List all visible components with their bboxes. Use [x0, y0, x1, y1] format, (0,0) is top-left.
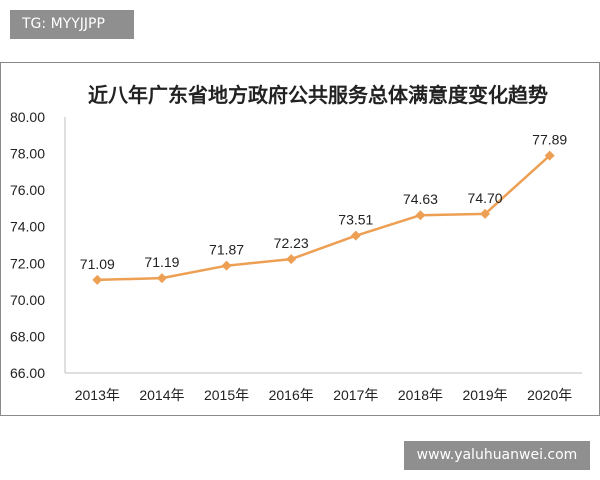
x-tick-label: 2014年 [139, 387, 184, 403]
y-tick-label: 78.00 [10, 146, 45, 162]
data-label: 71.19 [144, 254, 179, 270]
chart-title: 近八年广东省地方政府公共服务总体满意度变化趋势 [88, 83, 548, 107]
data-point-marker [350, 230, 361, 241]
y-tick-label: 66.00 [10, 365, 45, 381]
data-point-marker [92, 274, 103, 285]
data-point-marker [544, 150, 555, 161]
data-label: 73.51 [338, 212, 373, 228]
data-point-marker [480, 208, 491, 219]
x-tick-label: 2016年 [269, 387, 314, 403]
x-tick-label: 2019年 [462, 387, 507, 403]
axes [64, 117, 582, 374]
y-tick-label: 74.00 [10, 219, 45, 235]
y-tick-label: 70.00 [10, 292, 45, 308]
data-point-marker [156, 273, 167, 284]
series: 71.09 71.19 71.87 72.23 73.51 74.63 74.70 77.89 [80, 132, 567, 285]
y-axis-labels: 66.00 68.00 70.00 72.00 74.00 76.00 78.00 80.00 [10, 109, 45, 381]
data-label: 74.63 [403, 191, 438, 207]
x-tick-label: 2013年 [75, 387, 120, 403]
data-label: 72.23 [274, 235, 309, 251]
data-label: 71.09 [80, 256, 115, 272]
watermark-bottom: www.yaluhuanwei.com [404, 441, 590, 470]
y-tick-label: 80.00 [10, 109, 45, 125]
x-axis-labels: 2013年 2014年 2015年 2016年 2017年 2018年 2019年 2020年 [75, 387, 573, 403]
data-label: 71.87 [209, 242, 244, 258]
data-point-marker [221, 260, 232, 271]
data-label: 74.70 [468, 190, 503, 206]
x-tick-label: 2015年 [204, 387, 249, 403]
series-line [97, 154, 551, 282]
data-label: 77.89 [532, 132, 567, 148]
data-point-marker [415, 210, 426, 221]
chart-frame [0, 62, 600, 416]
x-tick-label: 2018年 [398, 387, 443, 403]
y-tick-label: 68.00 [10, 328, 45, 344]
watermark-top: TG: MYYJJPP [10, 10, 134, 39]
data-point-marker [286, 254, 297, 265]
x-tick-label: 2017年 [333, 387, 378, 403]
y-tick-label: 72.00 [10, 255, 45, 271]
x-tick-label: 2020年 [527, 387, 572, 403]
y-tick-label: 76.00 [10, 182, 45, 198]
